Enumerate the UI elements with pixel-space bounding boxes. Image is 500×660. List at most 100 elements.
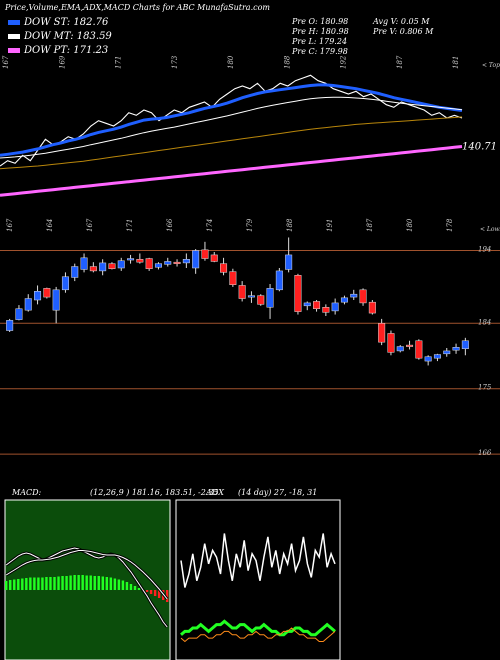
candle-down	[89, 266, 97, 272]
y-tick-label: 184	[478, 318, 491, 326]
bottom-tick-label: 167	[86, 218, 94, 232]
ema-panel: 167 169 171 173 180 188 192 187 181 167 164 167 171 1…	[0, 55, 500, 232]
candle-down	[229, 271, 237, 285]
di-line	[180, 533, 336, 588]
stat-pre-volume: Pre V: 0.806 M	[373, 27, 434, 36]
macd-hist-bar-positive	[49, 577, 52, 590]
bottom-tick-label: 179	[246, 218, 254, 232]
dow-st-swatch	[8, 20, 20, 25]
adx-orange-line	[180, 627, 336, 643]
candle-down	[406, 344, 414, 347]
dow-st-label: DOW ST:	[24, 17, 71, 28]
macd-hist-bar-positive	[69, 575, 72, 590]
chart-title: Price,Volume,EMA,ADX,MACD Charts for ABC…	[5, 3, 270, 12]
candle-up	[331, 302, 339, 312]
candle-up	[303, 302, 311, 307]
adx-green-line	[180, 619, 336, 637]
macd-hist-bar-positive	[101, 576, 104, 590]
macd-params: (12,26,9 ) 181.16, 183.51, -2.35	[90, 488, 219, 497]
top-tick-label: 181	[452, 56, 460, 69]
candle-down	[359, 289, 367, 304]
bottom-tick-label: 178	[446, 218, 454, 232]
macd-signal-line	[5, 550, 168, 600]
stat-pre-open: Pre O: 180.98	[292, 17, 349, 26]
bottom-tick-label: 191	[326, 219, 334, 232]
candle-up	[340, 297, 348, 303]
adx-label: ADX	[206, 488, 224, 497]
ema-mid-line	[0, 96, 463, 159]
dow-pt-legend: DOW PT: 171.23	[8, 45, 108, 56]
macd-hist-bar-positive	[53, 577, 56, 590]
dow-st-value: 182.76	[73, 17, 109, 28]
candle-up	[80, 257, 88, 270]
top-tick-label: 188	[283, 55, 291, 69]
candle-up	[154, 263, 162, 268]
candle-up	[247, 295, 255, 298]
candle-down	[201, 249, 209, 259]
candle-up	[52, 289, 60, 311]
candle-up	[192, 250, 200, 269]
macd-hist-bar-positive	[65, 576, 68, 590]
macd-hist-bar-positive	[113, 578, 117, 590]
candle-up	[461, 340, 469, 349]
dow-mt-swatch	[8, 34, 20, 39]
candle-up	[71, 266, 79, 278]
top-tick-label: 173	[171, 55, 179, 69]
top-tick-label: 171	[115, 56, 123, 69]
candle-down	[136, 259, 144, 263]
candle-down	[220, 263, 228, 273]
macd-hist-bar-positive	[109, 577, 113, 590]
bottom-tick-label: 188	[286, 218, 294, 232]
macd-hist-bar-positive	[13, 579, 16, 590]
macd-line	[5, 547, 168, 628]
candle-up	[350, 293, 358, 298]
ema-short-line	[0, 83, 463, 157]
candle-up	[266, 288, 274, 308]
stat-pre-close: Pre C: 179.98	[292, 47, 348, 56]
candle-up	[117, 260, 125, 269]
candle-up	[164, 261, 172, 265]
macd-hist-bar-positive	[33, 577, 36, 590]
dow-mt-label: DOW MT:	[24, 31, 74, 42]
candle-up	[433, 354, 441, 359]
candle-up	[6, 320, 14, 331]
macd-hist-bar-positive	[89, 575, 92, 590]
macd-hist-bar-positive	[117, 579, 121, 590]
macd-hist-bar-positive	[57, 576, 60, 590]
adx-params: (14 day) 27, -18, 31	[238, 488, 318, 497]
top-tick-label: 187	[396, 55, 404, 69]
macd-hist-bar-negative	[153, 590, 157, 596]
candle-up	[443, 350, 451, 355]
stat-pre-low: Pre L: 179.24	[292, 37, 348, 46]
bottom-tick-label: 166	[166, 218, 174, 232]
macd-hist-bar-positive	[125, 582, 129, 590]
y-tick-label: 175	[478, 384, 492, 392]
candle-up	[15, 308, 23, 320]
candle-up	[34, 291, 42, 301]
candle-up	[127, 258, 135, 261]
dow-pt-value: 171.23	[73, 45, 109, 56]
adx-panel	[175, 499, 341, 660]
candle-down	[322, 307, 330, 313]
macd-hist-bar-negative	[165, 590, 169, 602]
candle-down	[145, 258, 153, 269]
candle-down	[43, 288, 51, 298]
macd-hist-bar-positive	[25, 578, 28, 590]
macd-hist-bar-positive	[133, 586, 137, 590]
macd-hist-bar-positive	[45, 577, 48, 590]
macd-hist-bar-positive	[17, 579, 20, 590]
candle-down	[313, 301, 321, 309]
candle-down	[415, 340, 423, 359]
price-panel: < Lows 194 184 175 166	[0, 226, 500, 457]
lows-label: < Lows	[480, 226, 500, 233]
macd-hist-bar-positive	[9, 580, 12, 590]
macd-hist-bar-positive	[137, 588, 141, 590]
bottom-tick-label: 174	[206, 219, 214, 232]
top-tick-label: 167	[2, 55, 10, 69]
current-price-label: 140.71	[462, 142, 497, 153]
dow-st-legend: DOW ST: 182.76	[8, 17, 108, 28]
macd-panel	[4, 499, 171, 660]
top-tick-label: 192	[340, 55, 348, 69]
macd-hist-bar-positive	[5, 581, 8, 590]
macd-hist-bar-positive	[85, 575, 88, 590]
